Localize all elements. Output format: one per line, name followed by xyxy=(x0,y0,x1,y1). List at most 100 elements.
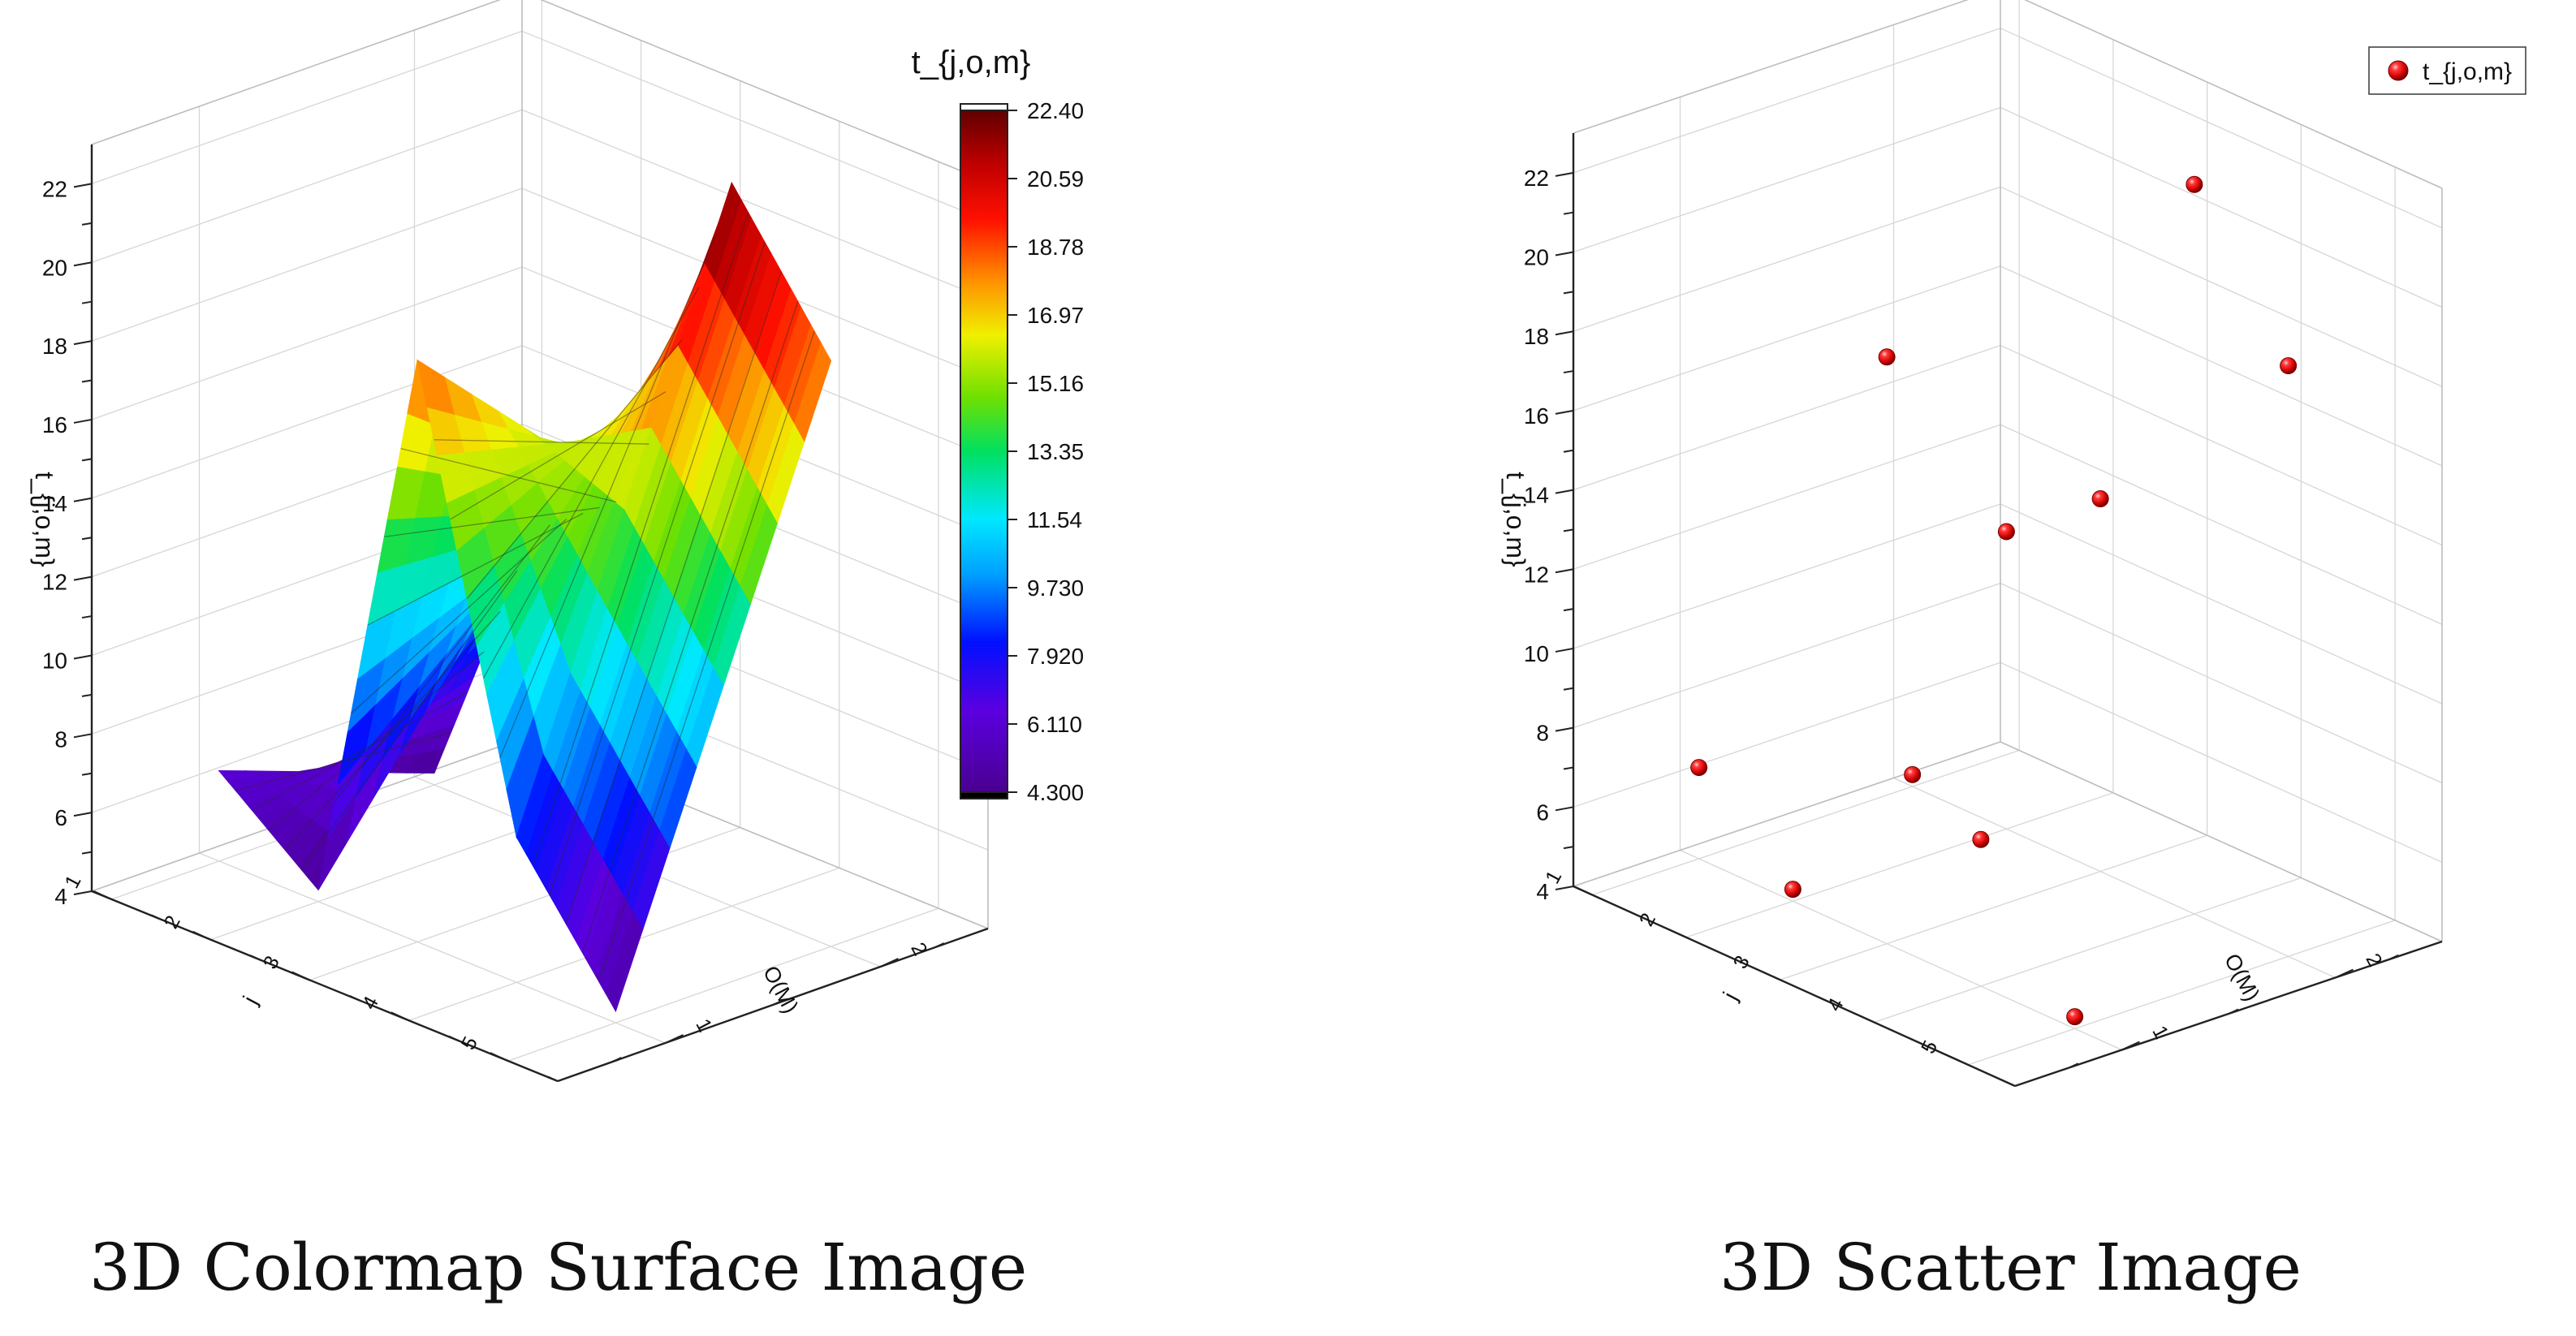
surface-x-tick xyxy=(192,930,211,941)
surface-x-tick-label: 2 xyxy=(160,911,185,932)
scatter-grid-line xyxy=(1573,503,2001,649)
scatter-grid-line xyxy=(1573,424,2001,570)
scatter-x-tick-label: 3 xyxy=(1729,952,1754,972)
scatter-grid xyxy=(1573,0,2443,1087)
scatter-z-tick-label: 6 xyxy=(1536,799,1549,825)
surface-contour-line xyxy=(549,242,766,895)
scatter-x-tick xyxy=(1949,1055,1969,1066)
surface-x-minor-tick xyxy=(349,995,360,1002)
scatter-y-minor-tick xyxy=(2228,1008,2239,1015)
surface-x-minor-tick xyxy=(250,955,261,961)
scatter-z-tick xyxy=(1555,886,1574,890)
scatter-grid-line xyxy=(1680,849,2122,1051)
scatter-grid-line xyxy=(1874,877,2302,1024)
scatter-grid-line xyxy=(1573,186,2001,332)
scatter-z-tick-label: 14 xyxy=(1524,483,1549,508)
scatter-y-minor-tick xyxy=(2068,1062,2079,1069)
surface-y-axis-title: O(M) xyxy=(758,962,803,1017)
scatter-grid-line xyxy=(2000,28,2443,229)
surface-z-tick xyxy=(73,890,93,895)
surface-z-minor-tick xyxy=(81,693,93,697)
scatter-x-minor-tick xyxy=(1910,1038,1922,1045)
scatter-z-tick xyxy=(1555,409,1574,415)
scatter-chart-caption: 3D Scatter Image xyxy=(1719,1230,2302,1305)
scatter-grid-line xyxy=(1573,106,2001,253)
surface-z-tick xyxy=(73,654,93,660)
scatter-z-tick xyxy=(1555,726,1574,732)
surface-grid-line xyxy=(91,187,523,342)
surface-z-tick-label: 22 xyxy=(42,176,67,201)
colorbar-high-cap xyxy=(960,103,1008,111)
scatter-z-minor-tick xyxy=(1563,291,1574,295)
surface-z-tick-label: 14 xyxy=(42,491,67,516)
colorbar-tick-label: 6.110 xyxy=(1027,712,1082,737)
surface-contour-line xyxy=(301,571,518,871)
surface-contour-line xyxy=(565,271,782,924)
scatter-x-minor-tick xyxy=(1816,995,1827,1002)
surface-contour-line xyxy=(284,610,501,851)
surface-x-minor-tick xyxy=(547,1075,559,1082)
scatter-grid-line xyxy=(2000,583,2443,784)
surface-z-minor-tick xyxy=(81,615,93,619)
surface-x-tick xyxy=(390,1011,410,1022)
scatter-z-tick-label: 4 xyxy=(1536,879,1549,904)
surface-contour-line xyxy=(235,731,451,791)
surface-x-minor-tick xyxy=(150,914,162,920)
surface-x-tick xyxy=(93,890,112,900)
scatter-y-tick-label: 1 xyxy=(2147,1022,2173,1042)
scatter-point xyxy=(1904,765,1922,783)
surface-grid-line xyxy=(507,907,939,1062)
surface-contours xyxy=(235,212,815,983)
scatter-grid-line xyxy=(1573,265,2001,412)
surface-contour-line xyxy=(384,506,600,537)
scatter-x-tick xyxy=(1668,928,1687,938)
surface-z-minor-tick xyxy=(81,537,93,541)
surface-contour-line xyxy=(252,692,468,812)
scatter-y-tick-label: 2 xyxy=(2361,950,2386,970)
surface-contour-line xyxy=(582,301,799,954)
surface-contour-line xyxy=(334,524,550,802)
surface-contour-line xyxy=(367,512,584,626)
surface-frame-line xyxy=(91,0,502,145)
scatter-grid-line xyxy=(2000,662,2443,863)
surface-y-tick xyxy=(880,958,899,968)
surface-x-tick xyxy=(291,971,311,981)
scatter-z-tick-label: 20 xyxy=(1524,245,1549,270)
scatter-grid-line xyxy=(1591,749,2020,896)
scatter-grid-line xyxy=(2000,424,2443,625)
surface-z-minor-tick xyxy=(81,379,93,383)
colorbar-tick-label: 15.16 xyxy=(1027,371,1084,396)
scatter-legend: t_{j,o,m} xyxy=(2368,46,2526,95)
surface-contour-line xyxy=(499,235,716,758)
surface-z-tick-label: 4 xyxy=(54,884,67,909)
scatter-z-tick-label: 16 xyxy=(1524,403,1549,429)
scatter-legend-marker xyxy=(2388,60,2409,81)
surface-z-tick xyxy=(73,183,93,188)
surface-z-tick xyxy=(73,418,93,424)
surface-grid-line xyxy=(91,345,523,499)
surface-y-tick-label: 2 xyxy=(906,939,931,959)
surface-grid-line xyxy=(521,109,989,300)
scatter-point xyxy=(2280,357,2298,375)
scatter-point xyxy=(2066,1008,2084,1026)
scatter-grid-line xyxy=(1573,662,2001,808)
scatter-z-axis-title: t_{j,o,m} xyxy=(1501,472,1530,567)
surface-z-tick-label: 8 xyxy=(54,726,67,752)
colorbar-tick-label: 20.59 xyxy=(1027,166,1084,192)
surface-z-tick xyxy=(73,575,93,581)
surface-frame-line xyxy=(540,0,989,183)
surface-contour-line xyxy=(483,287,700,679)
surface-z-axis-title: t_{j,o,m} xyxy=(30,472,59,567)
scatter-x-axis-title: j xyxy=(1718,988,1742,1004)
surface-patch xyxy=(605,911,644,1013)
surface-z-tick xyxy=(73,340,93,346)
scatter-grid-line xyxy=(1780,834,2207,980)
scatter-z-tick xyxy=(1555,251,1574,256)
scatter-y-tick xyxy=(2335,968,2354,979)
scatter-point xyxy=(1878,348,1896,366)
surface-y-minor-tick xyxy=(772,999,783,1006)
surface-x-minor-tick xyxy=(448,1035,460,1042)
colorbar-tick-label: 22.40 xyxy=(1027,98,1084,123)
surface-x-tick xyxy=(490,1052,509,1062)
